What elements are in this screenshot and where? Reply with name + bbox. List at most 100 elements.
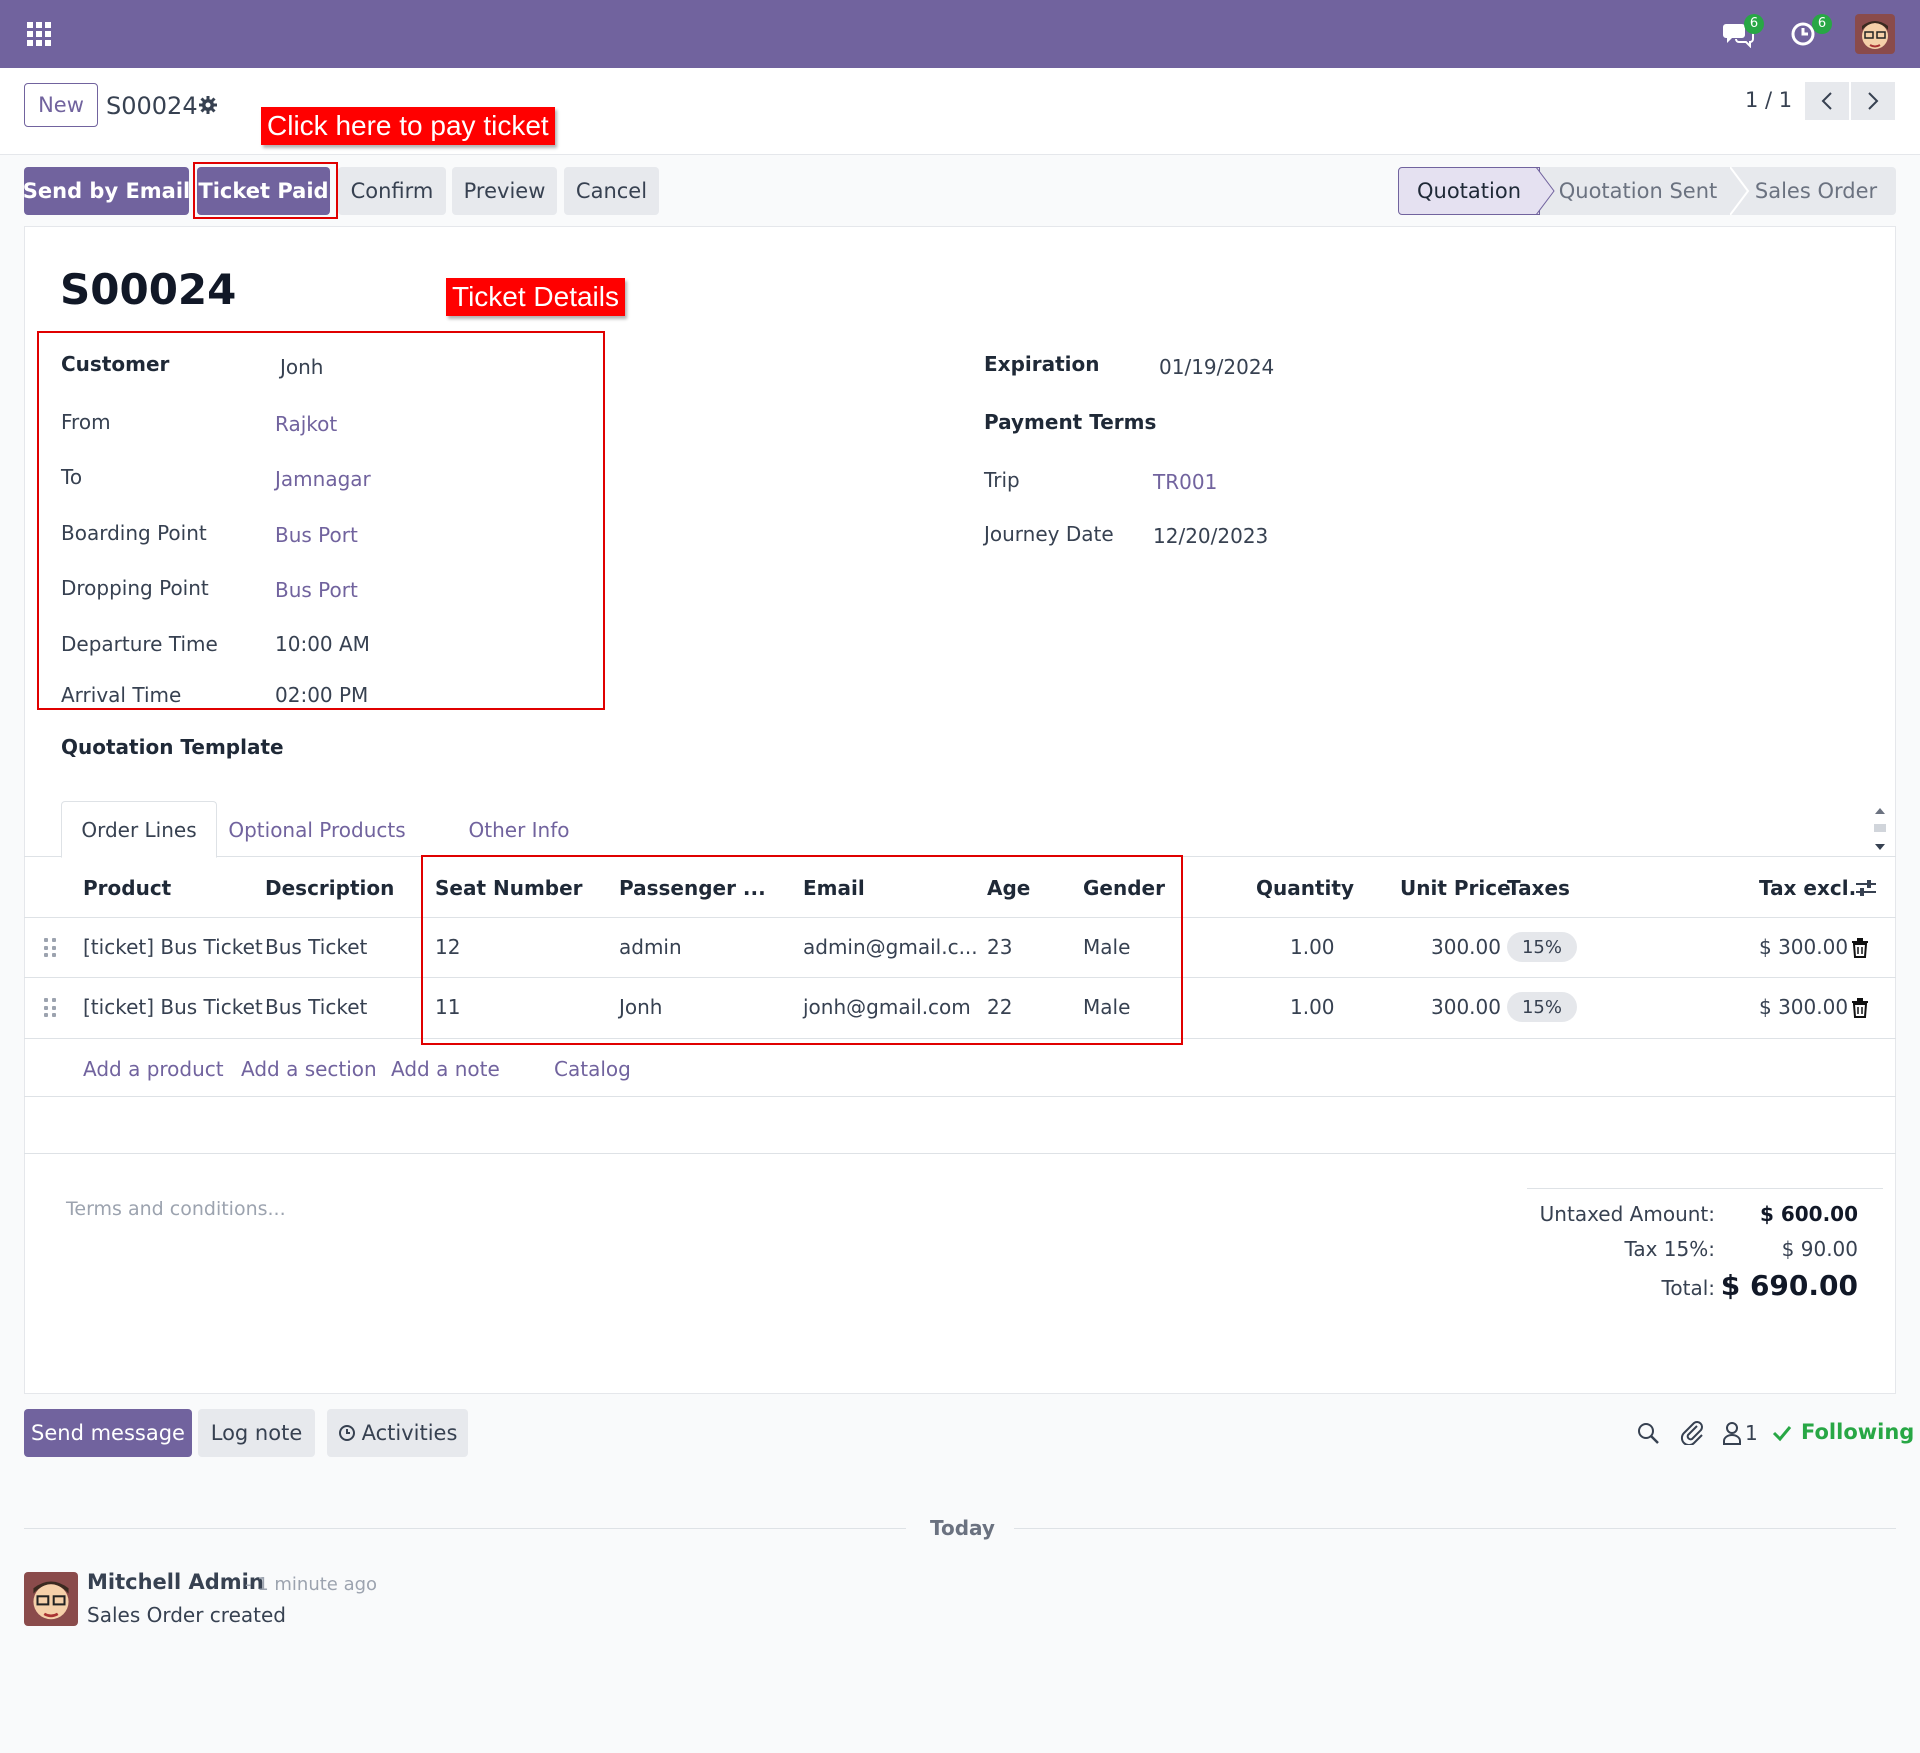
message-body: Sales Order created [87, 1603, 286, 1627]
row2-product[interactable]: [ticket] Bus Ticket [83, 995, 263, 1019]
col-description[interactable]: Description [265, 876, 395, 900]
to-field[interactable]: Jamnagar [275, 467, 371, 491]
activities-clock-icon[interactable]: 6 [1790, 14, 1832, 52]
log-note-button[interactable]: Log note [198, 1409, 315, 1457]
row1-tax-tag[interactable]: 15% [1507, 932, 1577, 962]
col-passenger[interactable]: Passenger ... [619, 876, 766, 900]
paperclip-icon[interactable] [1680, 1419, 1704, 1445]
activities-button[interactable]: Activities [327, 1409, 468, 1457]
scrollbar[interactable] [1872, 806, 1888, 852]
preview-button[interactable]: Preview [452, 167, 557, 215]
row1-description[interactable]: Bus Ticket [265, 935, 368, 959]
send-by-email-button[interactable]: Send by Email [23, 167, 190, 215]
status-bar: Quotation Quotation Sent Sales Order [1398, 167, 1896, 215]
col-quantity[interactable]: Quantity [1256, 876, 1354, 900]
row2-age[interactable]: 22 [987, 995, 1013, 1019]
order-title: S00024 [60, 265, 237, 314]
clock-icon [338, 1425, 355, 1441]
col-taxes[interactable]: Taxes [1507, 876, 1570, 900]
drag-handle-icon[interactable] [44, 938, 58, 958]
boarding-point-field[interactable]: Bus Port [275, 523, 358, 547]
terms-input[interactable]: Terms and conditions... [66, 1198, 286, 1220]
stage-sales-order[interactable]: Sales Order [1736, 167, 1896, 215]
author-avatar[interactable] [24, 1572, 78, 1626]
cancel-button[interactable]: Cancel [564, 167, 659, 215]
arrival-time-field[interactable]: 02:00 PM [275, 683, 369, 707]
col-product[interactable]: Product [83, 876, 172, 900]
following-button[interactable]: Following [1801, 1420, 1915, 1444]
row2-tax-tag[interactable]: 15% [1507, 992, 1577, 1022]
trash-icon[interactable] [1851, 938, 1869, 958]
row1-quantity[interactable]: 1.00 [1290, 935, 1335, 959]
row1-passenger[interactable]: admin [619, 935, 682, 959]
row2-passenger[interactable]: Jonh [619, 995, 663, 1019]
totals-divider [1527, 1188, 1883, 1189]
chevron-left-icon [1821, 92, 1832, 110]
row1-gender[interactable]: Male [1083, 935, 1131, 959]
row2-seat[interactable]: 11 [435, 995, 461, 1019]
tab-order-lines[interactable]: Order Lines [61, 801, 217, 858]
trash-icon[interactable] [1851, 998, 1869, 1018]
dropping-point-field[interactable]: Bus Port [275, 578, 358, 602]
departure-time-field[interactable]: 10:00 AM [275, 632, 370, 656]
stage-quotation-sent[interactable]: Quotation Sent [1540, 167, 1736, 215]
tab-other-info[interactable]: Other Info [468, 817, 570, 842]
search-icon[interactable] [1636, 1421, 1660, 1445]
highlight-ticket-details [37, 331, 605, 710]
col-gender[interactable]: Gender [1083, 876, 1165, 900]
annotation-pay-ticket: Click here to pay ticket [261, 107, 555, 145]
top-navbar: 6 6 [0, 0, 1920, 68]
form-sheet [24, 226, 1896, 1394]
col-age[interactable]: Age [987, 876, 1031, 900]
notebook-tabs: Order Lines Optional Products Other Info [24, 801, 1896, 858]
row1-seat[interactable]: 12 [435, 935, 461, 959]
stage-quotation[interactable]: Quotation [1398, 167, 1540, 215]
row2-gender[interactable]: Male [1083, 995, 1131, 1019]
stage-arrow-icon [1536, 167, 1555, 215]
pager-value[interactable]: 1 / 1 [1745, 88, 1793, 112]
drag-handle-icon[interactable] [44, 998, 58, 1018]
col-unit-price[interactable]: Unit Price [1400, 876, 1511, 900]
new-button[interactable]: New [24, 83, 98, 127]
today-divider [24, 1528, 906, 1529]
add-note-link[interactable]: Add a note [391, 1057, 500, 1081]
followers-icon[interactable] [1722, 1421, 1742, 1445]
add-section-link[interactable]: Add a section [241, 1057, 377, 1081]
highlight-ticket-paid [193, 162, 338, 219]
col-tax-excl[interactable]: Tax excl. [1759, 876, 1857, 900]
journey-date-field[interactable]: 12/20/2023 [1153, 524, 1269, 548]
user-avatar[interactable] [1855, 14, 1895, 54]
expiration-field[interactable]: 01/19/2024 [1159, 355, 1275, 379]
col-email[interactable]: Email [803, 876, 865, 900]
catalog-link[interactable]: Catalog [554, 1057, 631, 1081]
row1-email[interactable]: admin@gmail.c... [803, 935, 978, 959]
row1-age[interactable]: 23 [987, 935, 1013, 959]
row1-unit-price[interactable]: 300.00 [1431, 935, 1501, 959]
row2-quantity[interactable]: 1.00 [1290, 995, 1335, 1019]
ticket-paid-button[interactable]: Ticket Paid [197, 167, 330, 215]
row1-product[interactable]: [ticket] Bus Ticket [83, 935, 263, 959]
add-product-link[interactable]: Add a product [83, 1057, 224, 1081]
messages-icon[interactable]: 6 [1722, 14, 1764, 52]
tax-label: Tax 15%: [1624, 1237, 1715, 1261]
apps-menu-icon[interactable] [27, 22, 51, 46]
row2-unit-price[interactable]: 300.00 [1431, 995, 1501, 1019]
message-author[interactable]: Mitchell Admin [87, 1570, 264, 1594]
confirm-button[interactable]: Confirm [338, 167, 446, 215]
trip-field[interactable]: TR001 [1153, 470, 1218, 494]
row2-description[interactable]: Bus Ticket [265, 995, 368, 1019]
gear-icon[interactable] [198, 95, 218, 115]
col-seat-number[interactable]: Seat Number [435, 876, 583, 900]
tab-optional-products[interactable]: Optional Products [228, 817, 406, 842]
optional-columns-icon[interactable] [1855, 878, 1877, 898]
from-field[interactable]: Rajkot [275, 412, 338, 436]
followers-count[interactable]: 1 [1745, 1421, 1758, 1445]
total-label: Total: [1661, 1276, 1715, 1300]
row2-email[interactable]: jonh@gmail.com [803, 995, 971, 1019]
pager-next-button[interactable] [1851, 82, 1895, 120]
send-message-button[interactable]: Send message [24, 1409, 192, 1457]
customer-field[interactable]: Jonh [280, 355, 324, 379]
trip-label: Trip [984, 468, 1020, 492]
departure-time-label: Departure Time [61, 632, 218, 656]
pager-previous-button[interactable] [1805, 82, 1849, 120]
